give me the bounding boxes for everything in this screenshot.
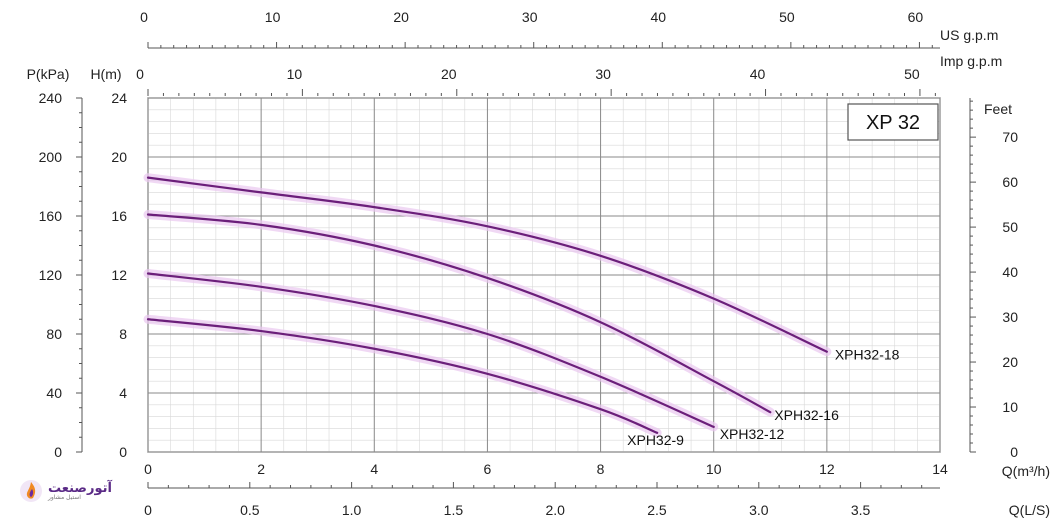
- x-tick-label-m3h: 4: [370, 461, 378, 477]
- us-gpm-axis-title: US g.p.m: [940, 27, 998, 43]
- y-axis-title-head: H(m): [90, 66, 121, 82]
- y-tick-label-feet: 30: [1002, 309, 1018, 325]
- imp-gpm-tick-label: 0: [136, 66, 144, 82]
- x-tick-label-m3h: 14: [932, 461, 948, 477]
- x-tick-label-ls: 1.0: [342, 502, 362, 518]
- curve-label-xph32-18: XPH32-18: [835, 347, 900, 363]
- y-tick-label-feet: 70: [1002, 129, 1018, 145]
- x-tick-label-m3h: 2: [257, 461, 265, 477]
- us-gpm-tick-label: 40: [650, 9, 666, 25]
- y-tick-label-pressure: 80: [46, 326, 62, 342]
- imp-gpm-tick-label: 50: [904, 66, 920, 82]
- x-axis-title-m3h: Q(m³/h): [1002, 463, 1050, 479]
- imp-gpm-axis-title: Imp g.p.m: [940, 53, 1002, 69]
- x-tick-label-m3h: 12: [819, 461, 835, 477]
- flame-logo-icon: [20, 480, 42, 502]
- y-tick-label-pressure: 0: [54, 444, 62, 460]
- curve-xph32-18: [146, 176, 828, 353]
- y-tick-label-feet: 60: [1002, 174, 1018, 190]
- y-tick-label-feet: 20: [1002, 354, 1018, 370]
- us-gpm-tick-label: 30: [522, 9, 538, 25]
- us-gpm-tick-label: 0: [140, 9, 148, 25]
- y-tick-label-head: 24: [111, 90, 127, 106]
- x-tick-label-ls: 3.5: [851, 502, 871, 518]
- y-axis-title-feet: Feet: [984, 101, 1012, 117]
- curve-label-xph32-9: XPH32-9: [627, 432, 684, 448]
- x-tick-label-m3h: 6: [484, 461, 492, 477]
- y-tick-label-head: 4: [119, 385, 127, 401]
- brand-name: آتورصنعت: [48, 480, 112, 496]
- y-tick-label-pressure: 240: [39, 90, 63, 106]
- y-axis-title-pressure: P(kPa): [27, 66, 70, 82]
- y-tick-label-feet: 0: [1010, 444, 1018, 460]
- imp-gpm-tick-label: 20: [441, 66, 457, 82]
- y-tick-label-feet: 10: [1002, 399, 1018, 415]
- y-tick-label-head: 12: [111, 267, 127, 283]
- brand-logo: آتورصنعت استیل مشاور: [18, 478, 112, 504]
- x-tick-label-ls: 1.5: [444, 502, 464, 518]
- major-grid: [147, 97, 941, 453]
- brand-tagline: استیل مشاور: [48, 493, 81, 501]
- model-label: XP 32: [866, 112, 920, 134]
- imp-gpm-tick-label: 10: [287, 66, 303, 82]
- us-gpm-tick-label: 60: [908, 9, 924, 25]
- y-tick-label-pressure: 200: [39, 149, 63, 165]
- x-tick-label-m3h: 10: [706, 461, 722, 477]
- y-tick-label-pressure: 120: [39, 267, 63, 283]
- model-box: [847, 103, 939, 141]
- us-gpm-tick-label: 20: [393, 9, 409, 25]
- x-tick-label-ls: 2.5: [647, 502, 667, 518]
- us-gpm-tick-label: 10: [265, 9, 281, 25]
- y-tick-label-head: 8: [119, 326, 127, 342]
- y-tick-label-head: 0: [119, 444, 127, 460]
- curve-xph32-16: [146, 213, 772, 414]
- imp-gpm-tick-label: 30: [595, 66, 611, 82]
- y-tick-label-pressure: 160: [39, 208, 63, 224]
- curve-xph32-12: [146, 272, 715, 429]
- curve-label-xph32-12: XPH32-12: [720, 426, 785, 442]
- x-tick-label-ls: 0.5: [240, 502, 260, 518]
- imp-gpm-tick-label: 40: [750, 66, 766, 82]
- x-tick-label-ls: 3.0: [749, 502, 769, 518]
- curve-label-xph32-16: XPH32-16: [774, 407, 839, 423]
- y-tick-label-head: 20: [111, 149, 127, 165]
- x-tick-label-ls: 0: [144, 502, 152, 518]
- y-tick-label-head: 16: [111, 208, 127, 224]
- x-tick-label-m3h: 0: [144, 461, 152, 477]
- x-tick-label-ls: 2.0: [545, 502, 565, 518]
- y-tick-label-pressure: 40: [46, 385, 62, 401]
- curve-xph32-9: [146, 318, 659, 434]
- x-tick-label-m3h: 8: [597, 461, 605, 477]
- y-tick-label-feet: 40: [1002, 264, 1018, 280]
- us-gpm-tick-label: 50: [779, 9, 795, 25]
- x-axis-title-ls: Q(L/S): [1009, 502, 1050, 518]
- y-tick-label-feet: 50: [1002, 219, 1018, 235]
